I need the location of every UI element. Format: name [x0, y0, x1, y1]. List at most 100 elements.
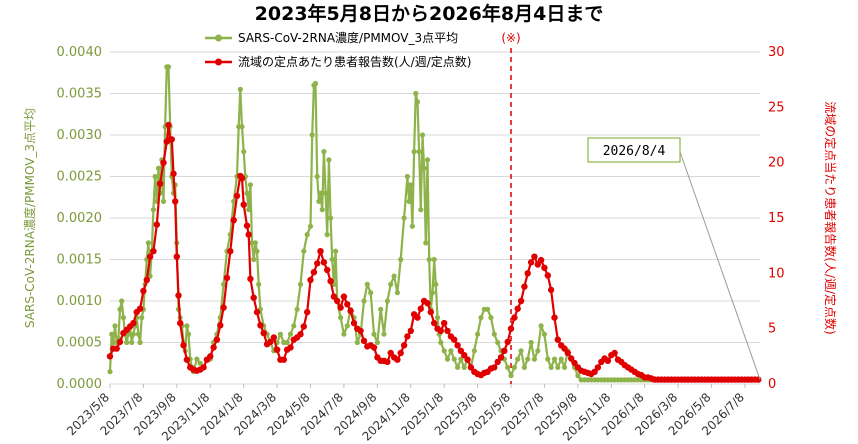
- data-point: [243, 222, 251, 229]
- data-point: [461, 352, 468, 359]
- data-point: [404, 333, 411, 340]
- data-point: [317, 248, 324, 255]
- y-left-tick-label: 0.0000: [57, 377, 103, 392]
- data-point: [320, 259, 328, 266]
- data-point: [244, 190, 250, 196]
- data-point: [120, 315, 126, 321]
- data-point: [239, 124, 245, 130]
- data-point: [364, 281, 370, 287]
- data-point: [317, 190, 324, 196]
- data-point: [475, 331, 481, 337]
- data-point: [527, 259, 535, 266]
- data-point: [324, 266, 331, 274]
- data-point: [594, 364, 602, 371]
- data-point: [507, 325, 515, 332]
- data-point: [458, 356, 464, 362]
- data-point: [217, 322, 224, 329]
- data-point: [424, 300, 431, 307]
- data-point: [531, 356, 538, 362]
- data-point: [387, 349, 394, 357]
- data-point: [504, 338, 511, 346]
- data-point: [194, 356, 200, 362]
- data-point: [455, 364, 461, 370]
- data-point: [501, 347, 508, 354]
- data-point: [424, 157, 431, 163]
- data-point: [328, 215, 334, 221]
- y-left-tick-label: 0.0030: [57, 128, 103, 143]
- data-point: [394, 290, 400, 296]
- data-point: [564, 349, 571, 357]
- data-point: [370, 344, 378, 351]
- data-point: [256, 281, 262, 287]
- data-point: [106, 353, 114, 360]
- data-point: [444, 356, 451, 362]
- data-point: [535, 348, 541, 354]
- y-axis-left-ticks: 0.0000 0.0005 0.0010 0.0015 0.0020 0.0025 0.00…: [57, 45, 103, 392]
- data-point: [371, 331, 377, 337]
- data-point: [360, 337, 368, 344]
- data-point: [230, 217, 237, 224]
- legend-marker-rna: [215, 34, 222, 42]
- data-point: [551, 314, 558, 321]
- data-point: [438, 339, 444, 346]
- data-point: [245, 231, 252, 238]
- data-point: [518, 348, 524, 354]
- data-point: [247, 275, 254, 283]
- data-point: [444, 327, 451, 335]
- data-point: [337, 304, 344, 311]
- data-point: [571, 359, 578, 367]
- data-point: [485, 306, 491, 312]
- data-point: [554, 336, 561, 343]
- data-point: [241, 149, 247, 155]
- data-point: [150, 207, 156, 213]
- data-point: [168, 136, 175, 143]
- data-point: [270, 334, 277, 341]
- data-point: [406, 198, 412, 204]
- data-point: [451, 336, 458, 343]
- data-point: [210, 344, 217, 351]
- data-point: [431, 319, 438, 327]
- data-point: [155, 165, 162, 171]
- series-line-1: [108, 123, 759, 381]
- data-point: [391, 273, 397, 279]
- y-right-tick-label: 20: [768, 156, 785, 171]
- data-point: [223, 274, 231, 281]
- data-point: [107, 369, 113, 375]
- data-point: [140, 287, 147, 295]
- data-point: [568, 355, 575, 362]
- y-right-tick-label: 25: [768, 100, 785, 115]
- data-point: [257, 322, 264, 329]
- data-point: [525, 356, 531, 362]
- data-point: [117, 306, 123, 312]
- data-point: [173, 253, 180, 260]
- data-point: [300, 323, 307, 330]
- data-point: [316, 198, 322, 204]
- data-point: [538, 323, 544, 329]
- y-right-tick-label: 15: [768, 211, 785, 226]
- data-point: [333, 248, 339, 254]
- data-point: [451, 356, 457, 362]
- callout: 2026/8/4: [587, 137, 761, 380]
- data-point: [284, 339, 290, 346]
- data-point: [200, 364, 207, 371]
- data-point: [427, 308, 434, 316]
- data-point: [548, 364, 554, 370]
- data-point: [409, 223, 415, 229]
- data-point: [547, 286, 555, 294]
- y-left-tick-label: 0.0010: [57, 294, 103, 309]
- data-point: [534, 261, 541, 268]
- data-point: [344, 323, 350, 329]
- data-point: [354, 339, 360, 346]
- data-point: [441, 348, 447, 354]
- data-point: [136, 305, 144, 312]
- data-point: [109, 331, 115, 337]
- y-left-tick-label: 0.0020: [57, 211, 103, 226]
- data-point: [531, 253, 538, 260]
- data-point: [253, 308, 261, 316]
- data-point: [304, 308, 311, 316]
- data-point: [471, 348, 477, 354]
- data-point: [561, 345, 568, 352]
- data-point: [441, 319, 448, 327]
- data-point: [350, 319, 358, 327]
